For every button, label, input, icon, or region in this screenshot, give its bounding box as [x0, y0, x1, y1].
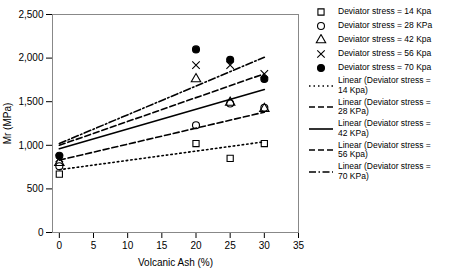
- svg-text:20: 20: [190, 240, 202, 251]
- html-text:Linear (Deviator stress = 28 K: Linear (Deviator stress = 28 KPa): [338, 96, 431, 117]
- html-text:Linear (Deviator stress = 70 K: Linear (Deviator stress = 70 KPa): [338, 161, 431, 181]
- svg-text:35: 35: [293, 240, 305, 251]
- svg-text:15: 15: [156, 240, 168, 251]
- svg-text:2,500: 2,500: [18, 9, 43, 20]
- html-text:Deviator stress = 56 Kpa: Deviator stress = 56 Kpa: [338, 48, 432, 59]
- html-text:Deviator stress = 42 Kpa: Deviator stress = 42 Kpa: [338, 34, 432, 45]
- svg-text:Mr (MPa): Mr (MPa): [2, 103, 13, 145]
- svg-text:1,000: 1,000: [18, 140, 43, 151]
- html-text:Linear (Deviator stress = 56 K: Linear (Deviator stress = 56 Kpa): [338, 139, 431, 160]
- html-text:Deviator stress = 70 Kpa: Deviator stress = 70 Kpa: [338, 62, 432, 73]
- html-text:Deviator stress = 28 KPa: Deviator stress = 28 KPa: [338, 20, 433, 31]
- svg-text:0: 0: [57, 240, 63, 251]
- svg-text:Volcanic Ash (%): Volcanic Ash (%): [138, 257, 213, 268]
- svg-text:25: 25: [225, 240, 237, 251]
- svg-text:500: 500: [27, 183, 44, 194]
- svg-text:2,000: 2,000: [18, 52, 43, 63]
- svg-text:1,500: 1,500: [18, 96, 43, 107]
- html-text:Linear (Deviator stress = 42 K: Linear (Deviator stress = 42 KPa): [338, 118, 431, 138]
- svg-text:5: 5: [91, 240, 97, 251]
- svg-text:10: 10: [122, 240, 134, 251]
- html-text:Linear (Deviator stress = 14 K: Linear (Deviator stress = 14 Kpa): [338, 75, 431, 95]
- html-text:Deviator stress = 14 Kpa: Deviator stress = 14 Kpa: [338, 6, 432, 17]
- svg-text:0: 0: [38, 227, 44, 238]
- svg-text:30: 30: [259, 240, 271, 251]
